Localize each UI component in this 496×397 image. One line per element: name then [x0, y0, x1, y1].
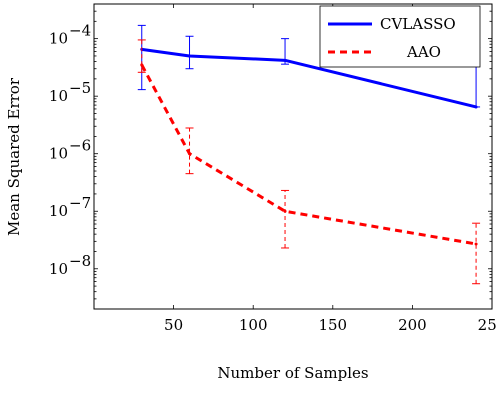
ticks-layer: 5010015020025010−810−710−610−510−4: [49, 3, 496, 334]
data-point: [188, 54, 192, 58]
x-tick-label: 250: [478, 316, 496, 334]
y-tick-label: 10: [49, 260, 68, 278]
x-tick-label: 50: [164, 316, 183, 334]
data-point: [283, 58, 287, 62]
legend: CVLASSO AAO: [319, 5, 481, 68]
data-point: [474, 242, 478, 246]
series-line: [140, 64, 477, 246]
legend-label-aao: AAO: [406, 43, 441, 61]
data-point: [283, 209, 287, 213]
x-tick-label: 100: [239, 316, 268, 334]
y-tick-label-exp: −4: [69, 22, 91, 40]
y-tick-label-exp: −6: [69, 137, 91, 155]
y-axis-label: Mean Squared Error: [5, 77, 23, 236]
x-tick-label: 200: [398, 316, 427, 334]
y-tick-label-exp: −8: [69, 252, 91, 270]
legend-box: [319, 5, 481, 68]
legend-label-cvlasso: CVLASSO: [380, 15, 456, 33]
y-tick-label: 10: [49, 202, 68, 220]
data-point: [474, 105, 478, 109]
y-tick-label: 10: [49, 87, 68, 105]
y-tick-label: 10: [49, 145, 68, 163]
plot-frame: [93, 3, 493, 310]
data-point: [188, 152, 192, 156]
series-line: [141, 47, 477, 109]
x-axis-label: Number of Samples: [217, 364, 368, 382]
y-tick-label-exp: −5: [69, 79, 91, 97]
data-point: [140, 63, 144, 67]
y-tick-label: 10: [49, 30, 68, 48]
series-aao: [137, 39, 481, 285]
y-tick-label-exp: −7: [69, 194, 91, 212]
x-tick-label: 150: [318, 316, 347, 334]
